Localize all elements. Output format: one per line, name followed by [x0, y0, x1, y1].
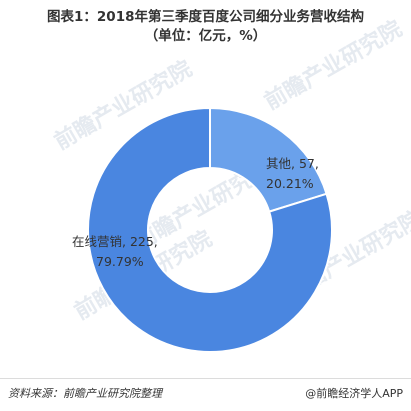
slice-percent-online-marketing: 79.79%	[96, 254, 144, 269]
slice-other	[209, 106, 328, 213]
slice-label-online-marketing: 在线营销, 225,	[72, 234, 158, 249]
title-text: 图表1：2018年第三季度百度公司细分业务营收结构	[47, 9, 364, 25]
subtitle-text: （单位：亿元，%）	[144, 28, 267, 44]
slice-percent-other: 20.21%	[266, 176, 314, 191]
footer-divider	[0, 378, 411, 379]
brand-label: @前瞻经济学人APP	[305, 387, 403, 400]
slice-online-marketing	[87, 106, 333, 353]
chart-title: 图表1：2018年第三季度百度公司细分业务营收结构 （单位：亿元，%）	[0, 8, 411, 46]
source-note: 资料来源：前瞻产业研究院整理	[8, 387, 162, 400]
watermark-text: 前瞻产业研究院	[260, 16, 406, 116]
slice-label-other: 其他, 57,	[266, 156, 319, 171]
